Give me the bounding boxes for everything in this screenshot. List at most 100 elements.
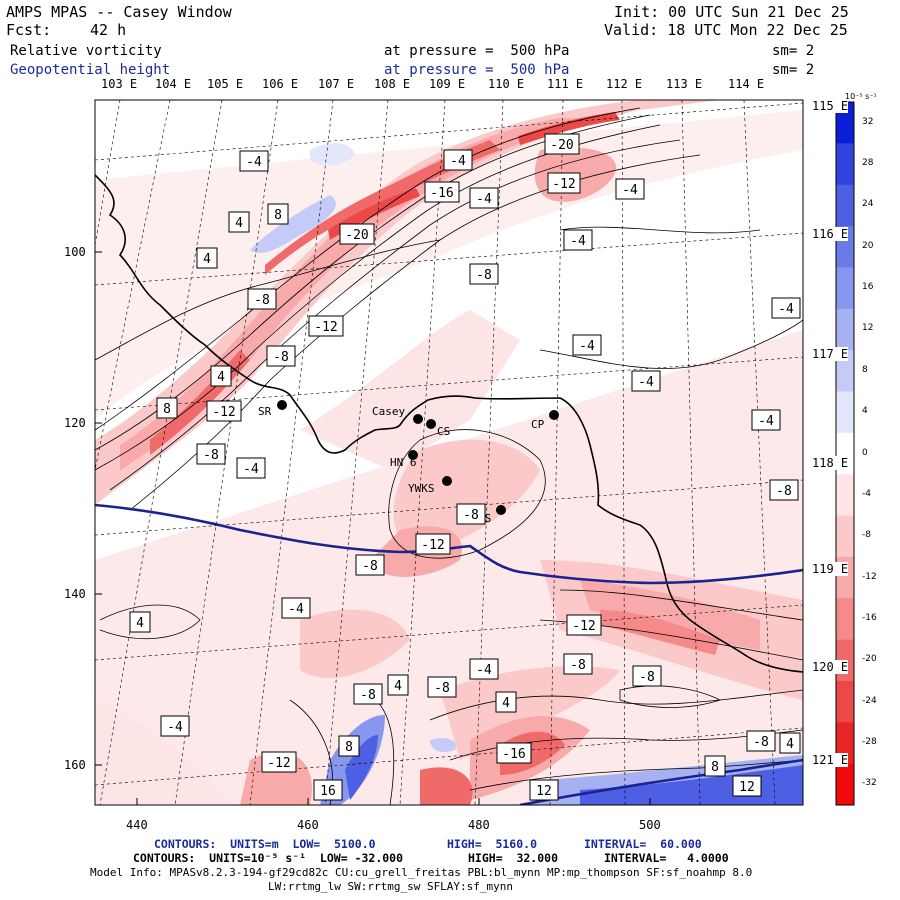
svg-text:8: 8 [163, 402, 171, 417]
contour-label: -4 [443, 149, 473, 171]
contour-label: -8 [266, 345, 296, 367]
footer-vort-interval: INTERVAL= 4.0000 [604, 851, 729, 865]
lon-label: 106 E [262, 77, 299, 91]
plot-frame [94, 99, 804, 806]
footer-model-info: Model Info: MPASv8.2.3-194-gf29cd82c CU:… [90, 866, 753, 879]
x-tick-label: 460 [297, 818, 319, 832]
colorbar-label: -12 [862, 571, 877, 582]
svg-text:-4: -4 [167, 720, 183, 735]
svg-text:4: 4 [136, 616, 144, 631]
station-sr-marker[interactable] [277, 400, 287, 410]
contour-label: 8 [704, 755, 726, 777]
svg-text:-8: -8 [570, 658, 586, 673]
contour-label: 12 [529, 779, 559, 801]
forecast-label: Fcst: [6, 21, 52, 39]
contour-label: -4 [631, 370, 661, 392]
svg-text:-12: -12 [314, 320, 337, 335]
contour-label: -8 [196, 443, 226, 465]
station-casey-marker[interactable] [413, 414, 423, 424]
station-cs-marker[interactable] [426, 419, 436, 429]
colorbar-label: 12 [862, 323, 874, 334]
lat-label: 119 E [812, 562, 849, 576]
svg-text:-12: -12 [267, 756, 290, 771]
x-tick-label: 480 [468, 818, 490, 832]
footer-vort-contours: CONTOURS: UNITS=10⁻⁵ s⁻¹ LOW= -32.000 [133, 851, 404, 865]
lat-label: 118 E [812, 456, 849, 470]
contour-label: 16 [313, 779, 343, 801]
station-ds-marker[interactable] [496, 505, 506, 515]
lon-label: 108 E [374, 77, 411, 91]
colorbar-swatch [836, 308, 854, 351]
svg-text:-4: -4 [246, 155, 262, 170]
contour-label: -4 [469, 658, 499, 680]
contour-label: -8 [247, 288, 277, 310]
svg-text:-4: -4 [450, 154, 466, 169]
svg-text:-4: -4 [288, 602, 304, 617]
contour-label: -8 [469, 263, 499, 285]
contour-label: -4 [239, 150, 269, 172]
svg-text:16: 16 [320, 784, 336, 799]
contour-label: -4 [771, 297, 801, 319]
svg-text:8: 8 [274, 208, 282, 223]
svg-text:-8: -8 [476, 268, 492, 283]
colorbar-swatch [836, 598, 854, 641]
lat-label: 120 E [812, 660, 849, 674]
lat-label: 121 E [812, 753, 849, 767]
svg-text:-12: -12 [212, 405, 235, 420]
contour-label: 4 [210, 365, 232, 387]
colorbar-label: 24 [862, 199, 874, 210]
svg-text:-8: -8 [254, 293, 270, 308]
colorbar-units: 10⁻⁵ s⁻¹ [845, 92, 877, 101]
contour-label: 4 [129, 611, 151, 633]
colorbar-label: 20 [862, 240, 874, 251]
contour-label: -4 [572, 334, 602, 356]
lat-label: 115 E [812, 99, 849, 113]
y-tick-label: 100 [64, 245, 86, 259]
station-label: Casey [372, 405, 405, 418]
svg-text:-12: -12 [421, 538, 444, 553]
y-tick-label: 160 [64, 758, 86, 772]
contour-label: -4 [160, 715, 190, 737]
station-ywks-marker[interactable] [442, 476, 452, 486]
footer-vort-high: HIGH= 32.000 [468, 851, 559, 865]
lon-label: 104 E [155, 77, 192, 91]
colorbar-label: 28 [862, 158, 874, 169]
contour-label: -12 [261, 751, 297, 773]
colorbar-swatch [836, 680, 854, 723]
station-label: SR [258, 405, 272, 418]
contour-label: -12 [566, 614, 602, 636]
colorbar-label: 32 [862, 116, 874, 127]
contour-label: -4 [469, 187, 499, 209]
footer-height-contours: CONTOURS: UNITS=m LOW= 5100.0 [154, 837, 376, 851]
contour-label: -12 [308, 315, 344, 337]
svg-text:-20: -20 [550, 138, 573, 153]
svg-text:-8: -8 [273, 350, 289, 365]
colorbar-swatch [836, 184, 854, 227]
svg-text:-20: -20 [345, 228, 368, 243]
lon-label: 112 E [606, 77, 643, 91]
colorbar-label: -28 [862, 736, 877, 747]
contour-label: -4 [281, 597, 311, 619]
station-label: CP [531, 418, 545, 431]
lon-label: 113 E [666, 77, 703, 91]
svg-text:-8: -8 [434, 681, 450, 696]
lon-label: 111 E [547, 77, 584, 91]
svg-text:4: 4 [394, 679, 402, 694]
svg-text:12: 12 [739, 780, 755, 795]
x-tick-label: 500 [639, 818, 661, 832]
contour-label: 8 [156, 397, 178, 419]
svg-text:4: 4 [786, 737, 794, 752]
field2-name: Geopotential height [10, 62, 171, 78]
field1-name: Relative vorticity [10, 43, 162, 59]
svg-text:8: 8 [345, 740, 353, 755]
svg-text:-4: -4 [778, 302, 794, 317]
svg-text:8: 8 [711, 760, 719, 775]
svg-text:4: 4 [235, 216, 243, 231]
colorbar-swatch [836, 143, 854, 186]
station-cp-marker[interactable] [549, 410, 559, 420]
colorbar-label: 0 [862, 447, 868, 458]
station-label: HN 6 [390, 456, 417, 469]
contour-label: 4 [387, 674, 409, 696]
coastline [95, 174, 803, 673]
station-hn6-marker[interactable] [408, 450, 418, 460]
